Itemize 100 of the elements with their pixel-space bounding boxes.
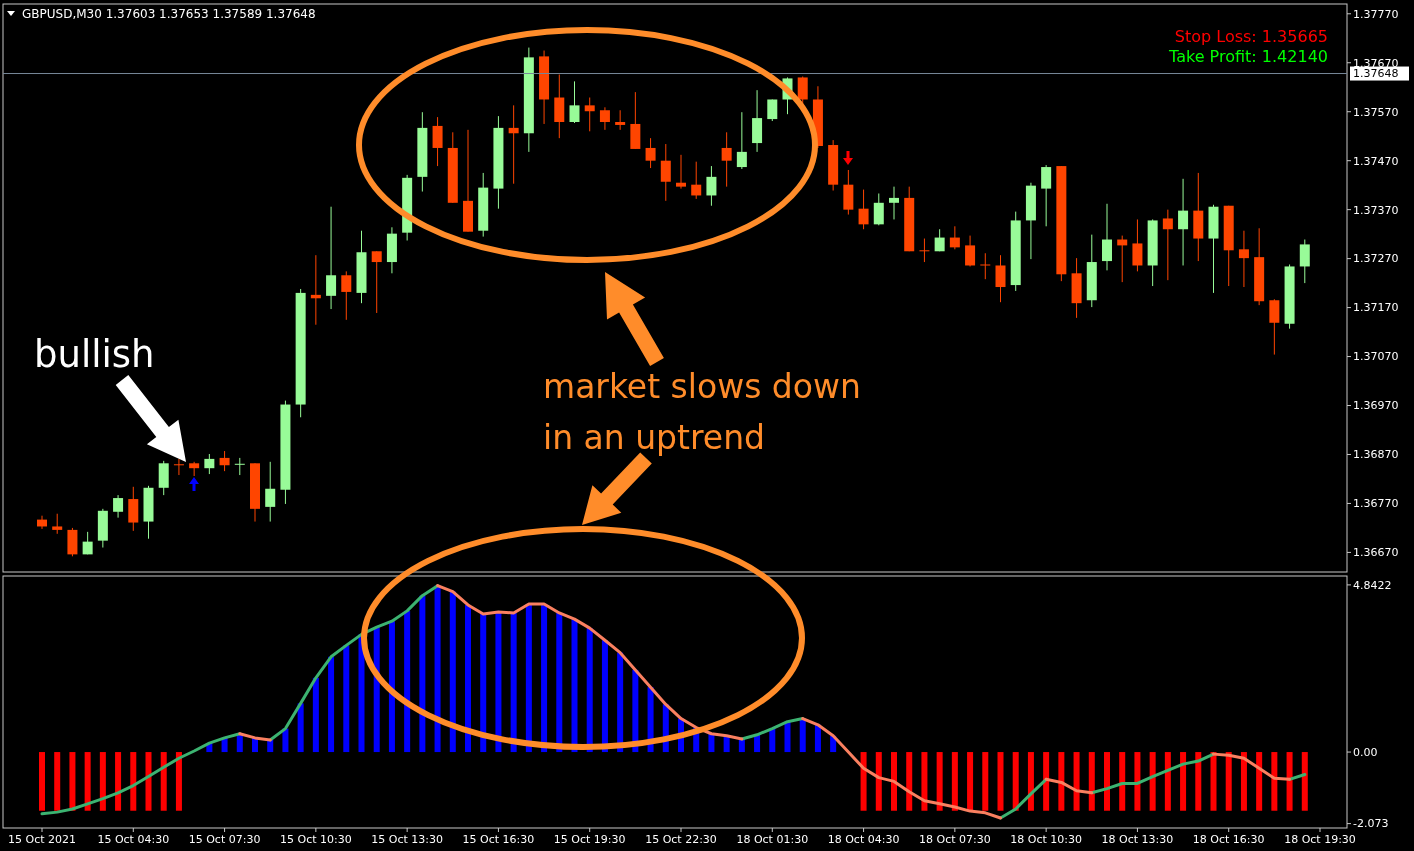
candlestick (676, 154, 686, 190)
bar (115, 752, 122, 811)
bar (738, 738, 745, 753)
candlestick (949, 225, 960, 250)
candlestick (645, 137, 656, 169)
bar (434, 585, 441, 753)
candlestick (858, 189, 869, 230)
bar (267, 739, 274, 753)
bar (1195, 752, 1202, 811)
candlestick (1299, 239, 1310, 284)
candlestick (965, 235, 976, 267)
bar (799, 718, 806, 753)
candlestick (584, 97, 595, 132)
y-tick-label: 1.37470 (1353, 154, 1399, 168)
y-tick-label: 1.36670 (1353, 546, 1399, 560)
x-tick-label: 18 Oct 01:30 (736, 833, 809, 846)
bar (906, 752, 913, 811)
bar (1058, 752, 1065, 811)
bar (449, 591, 456, 753)
bar (282, 728, 289, 753)
candlestick (1238, 230, 1249, 288)
candlestick (371, 250, 382, 314)
bar (69, 752, 76, 811)
y-tick-label: 1.36970 (1353, 399, 1399, 413)
bar (1225, 752, 1232, 811)
bar (39, 752, 45, 811)
ref-line-label: 1.37648 (1353, 67, 1399, 81)
bar (1301, 752, 1308, 811)
y-tick-label: 1.37770 (1353, 7, 1399, 21)
bar (586, 628, 593, 753)
bar (982, 752, 989, 811)
bar (754, 734, 761, 753)
bar (1271, 752, 1278, 811)
bar (967, 752, 974, 811)
y-tick-label: 1.37570 (1353, 105, 1399, 119)
x-tick-label: 18 Oct 16:30 (1192, 833, 1265, 846)
candlestick (1269, 298, 1280, 356)
annotation: bullish (34, 333, 155, 376)
y-tick-label: 4.8422 (1353, 578, 1392, 592)
candlestick (189, 461, 200, 477)
bar (1027, 752, 1034, 811)
x-tick-label: 18 Oct 04:30 (827, 833, 900, 846)
candlestick (691, 161, 702, 200)
bar (556, 612, 563, 753)
bar (328, 656, 335, 753)
bar (571, 619, 578, 753)
bar (99, 752, 106, 811)
candlestick (615, 109, 626, 131)
candlestick (995, 254, 1006, 303)
bar (1134, 752, 1141, 811)
bar (1012, 752, 1019, 811)
x-tick-label: 18 Oct 13:30 (1101, 833, 1174, 846)
y-tick-label: 1.37170 (1353, 301, 1399, 315)
bar (419, 595, 426, 753)
candlestick (326, 206, 337, 310)
bar (875, 752, 882, 811)
bar (495, 611, 502, 753)
bar (1119, 752, 1126, 811)
x-tick-label: 15 Oct 19:30 (553, 833, 626, 846)
bar (312, 677, 319, 753)
candlestick (265, 461, 276, 523)
bar (997, 752, 1004, 811)
bar (1286, 752, 1293, 811)
candlestick (1132, 218, 1143, 272)
x-tick-label: 15 Oct 07:30 (188, 833, 261, 846)
candlestick (569, 80, 580, 124)
candlestick (508, 104, 519, 185)
candlestick (1041, 164, 1052, 227)
candlestick (432, 116, 443, 167)
bar (1210, 752, 1217, 811)
bar (1088, 752, 1095, 811)
annotation: Take Profit: 1.42140 (1168, 47, 1328, 66)
candlestick (341, 270, 352, 321)
y-tick-label: 1.37070 (1353, 350, 1399, 364)
candlestick (128, 486, 139, 532)
bar (784, 721, 791, 753)
bar (297, 703, 304, 753)
bar (145, 752, 152, 811)
candlestick (113, 494, 124, 519)
y-tick-label: 1.36770 (1353, 497, 1399, 511)
x-tick-label: 15 Oct 16:30 (462, 833, 535, 846)
bar (525, 603, 532, 753)
candlestick (980, 252, 991, 280)
candlestick (736, 111, 747, 170)
bar (54, 752, 61, 811)
candlestick (1178, 178, 1189, 266)
bar (921, 752, 928, 811)
bar (723, 735, 730, 753)
annotation: market slows down in an uptrend (543, 367, 861, 457)
bar (130, 752, 137, 811)
bar (936, 752, 943, 811)
y-tick-label: 1.37270 (1353, 252, 1399, 266)
bar (1240, 752, 1247, 811)
candlestick (660, 143, 671, 202)
x-tick-label: 15 Oct 2021 (7, 833, 77, 846)
bar (769, 728, 776, 753)
x-tick-label: 18 Oct 07:30 (919, 833, 991, 846)
bar (510, 612, 517, 753)
annotation: GBPUSD,M30 1.37603 1.37653 1.37589 1.37648 (22, 7, 316, 21)
candlestick (234, 457, 245, 476)
